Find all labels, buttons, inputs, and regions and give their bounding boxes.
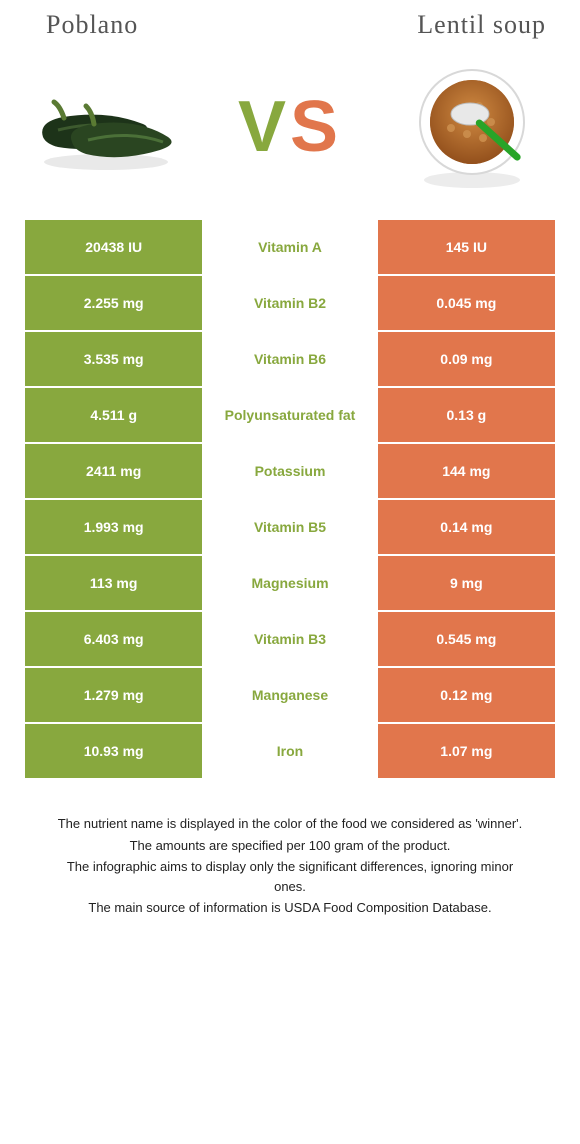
table-row: 1.993 mgVitamin B50.14 mg <box>25 500 555 556</box>
left-value: 1.993 mg <box>25 500 202 554</box>
right-value: 9 mg <box>378 556 555 610</box>
footnote-line: The amounts are specified per 100 gram o… <box>50 836 530 856</box>
nutrient-name: Vitamin A <box>202 220 377 274</box>
poblano-peppers-icon <box>28 82 188 172</box>
image-row: VS <box>18 62 562 192</box>
left-value: 113 mg <box>25 556 202 610</box>
nutrient-name: Magnesium <box>202 556 377 610</box>
table-row: 3.535 mgVitamin B60.09 mg <box>25 332 555 388</box>
right-value: 144 mg <box>378 444 555 498</box>
left-value: 20438 IU <box>25 220 202 274</box>
nutrient-name: Vitamin B6 <box>202 332 377 386</box>
nutrient-name: Polyunsaturated fat <box>202 388 377 442</box>
lentil-soup-image <box>382 62 562 192</box>
left-value: 10.93 mg <box>25 724 202 778</box>
left-value: 3.535 mg <box>25 332 202 386</box>
footnote-line: The main source of information is USDA F… <box>50 898 530 918</box>
table-row: 1.279 mgManganese0.12 mg <box>25 668 555 724</box>
footnotes: The nutrient name is displayed in the co… <box>18 814 562 918</box>
vs-v: V <box>238 86 290 168</box>
right-value: 1.07 mg <box>378 724 555 778</box>
title-left: Poblano <box>18 10 138 40</box>
left-value: 1.279 mg <box>25 668 202 722</box>
nutrient-name: Vitamin B3 <box>202 612 377 666</box>
footnote-line: The nutrient name is displayed in the co… <box>50 814 530 834</box>
right-value: 0.14 mg <box>378 500 555 554</box>
title-right: Lentil soup <box>417 10 562 40</box>
left-value: 2.255 mg <box>25 276 202 330</box>
nutrient-name: Vitamin B5 <box>202 500 377 554</box>
table-row: 2.255 mgVitamin B20.045 mg <box>25 276 555 332</box>
footnote-line: The infographic aims to display only the… <box>50 857 530 896</box>
vs-label: VS <box>238 86 342 168</box>
left-value: 6.403 mg <box>25 612 202 666</box>
right-value: 145 IU <box>378 220 555 274</box>
left-value: 4.511 g <box>25 388 202 442</box>
table-row: 113 mgMagnesium9 mg <box>25 556 555 612</box>
right-value: 0.045 mg <box>378 276 555 330</box>
right-value: 0.13 g <box>378 388 555 442</box>
table-row: 10.93 mgIron1.07 mg <box>25 724 555 780</box>
nutrient-name: Manganese <box>202 668 377 722</box>
comparison-table: 20438 IUVitamin A145 IU2.255 mgVitamin B… <box>25 220 555 780</box>
right-value: 0.545 mg <box>378 612 555 666</box>
table-row: 2411 mgPotassium144 mg <box>25 444 555 500</box>
nutrient-name: Potassium <box>202 444 377 498</box>
poblano-image <box>18 62 198 192</box>
vs-s: S <box>290 86 342 168</box>
soup-bowl-icon <box>407 62 537 192</box>
table-row: 20438 IUVitamin A145 IU <box>25 220 555 276</box>
right-value: 0.09 mg <box>378 332 555 386</box>
right-value: 0.12 mg <box>378 668 555 722</box>
header: Poblano Lentil soup <box>18 10 562 40</box>
nutrient-name: Iron <box>202 724 377 778</box>
nutrient-name: Vitamin B2 <box>202 276 377 330</box>
page-wrap: Poblano Lentil soup VS <box>0 0 580 918</box>
table-row: 4.511 gPolyunsaturated fat0.13 g <box>25 388 555 444</box>
table-row: 6.403 mgVitamin B30.545 mg <box>25 612 555 668</box>
left-value: 2411 mg <box>25 444 202 498</box>
